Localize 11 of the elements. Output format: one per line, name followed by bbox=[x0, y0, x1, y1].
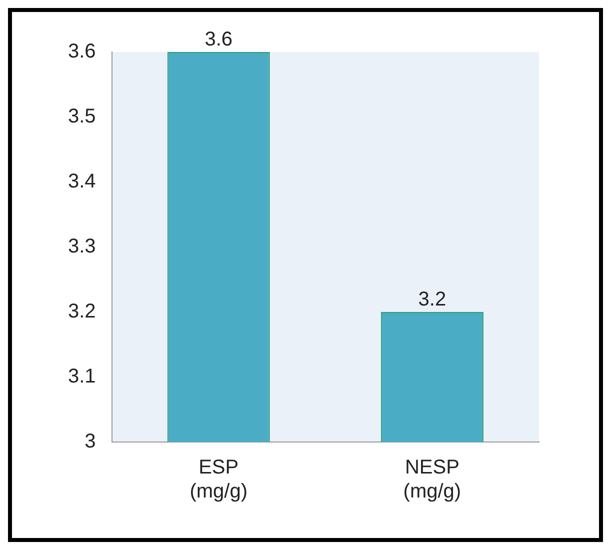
y-tick-label: 3 bbox=[84, 430, 96, 453]
y-tick-label: 3.2 bbox=[68, 300, 96, 323]
x-tick-label: ESP (mg/g) bbox=[190, 456, 248, 503]
data-label: 3.6 bbox=[204, 28, 233, 51]
y-tick-label: 3.1 bbox=[68, 366, 96, 388]
y-tick-label: 3.4 bbox=[68, 170, 96, 193]
data-label: 3.2 bbox=[418, 288, 446, 311]
x-tick-label: NESP (mg/g) bbox=[403, 456, 462, 503]
y-tick-label: 3.5 bbox=[68, 106, 96, 128]
y-tick-label: 3.6 bbox=[68, 40, 96, 63]
y-tick-label: 3.3 bbox=[68, 236, 96, 258]
